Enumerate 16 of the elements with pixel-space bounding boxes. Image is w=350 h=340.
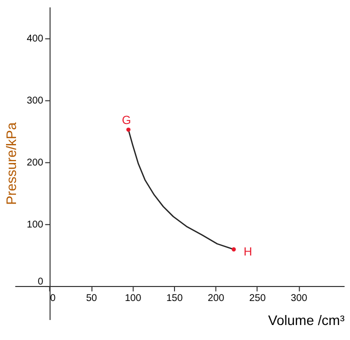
x-tick-label: 250 xyxy=(249,293,266,304)
x-tick-label: 100 xyxy=(124,293,142,304)
y-tick-label: 300 xyxy=(26,95,44,106)
x-tick-label: 50 xyxy=(86,293,98,304)
x-tick-label: 150 xyxy=(166,293,184,304)
x-tick-label: 200 xyxy=(208,293,225,304)
annotation: H xyxy=(244,245,252,258)
y-axis-title: Pressure/kPa xyxy=(4,122,20,205)
x-axis-title: Volume /cm³ xyxy=(268,312,345,328)
x-tick-label: 0 xyxy=(50,293,56,304)
y-tick-label: 100 xyxy=(26,219,44,230)
x-tick-label: 300 xyxy=(290,293,308,304)
y-tick-label: 0 xyxy=(38,276,44,288)
y-tick-label: 400 xyxy=(26,33,44,44)
annotation: G xyxy=(122,114,132,127)
y-tick-label: 200 xyxy=(26,157,44,168)
